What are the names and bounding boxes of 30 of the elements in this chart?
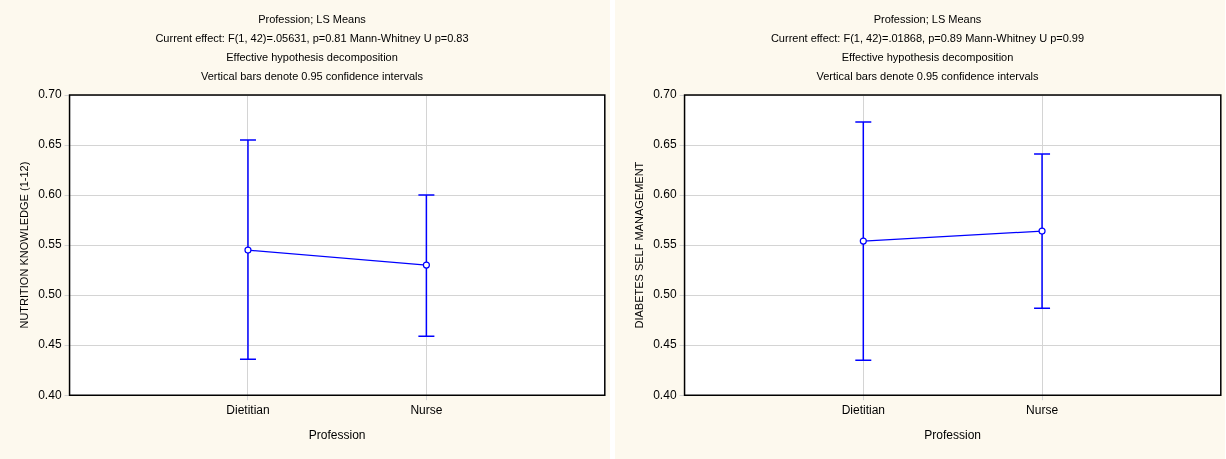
x-tick-label: Nurse: [1026, 402, 1059, 417]
y-tick-label: 0.65: [653, 137, 677, 152]
y-tick-label: 0.40: [38, 387, 62, 402]
y-tick-label: 0.50: [38, 287, 62, 302]
y-tick-label: 0.45: [653, 337, 677, 352]
x-tick-label: Dietitian: [841, 402, 885, 417]
y-tick-label: 0.65: [38, 137, 62, 152]
x-axis-title: Profession: [924, 428, 982, 443]
x-tick-label: Nurse: [410, 402, 443, 417]
text: Effective hypothesis decomposition: [226, 51, 398, 64]
y-tick-label: 0.70: [653, 87, 677, 102]
y-tick-label: 0.45: [38, 337, 62, 352]
y-tick-label: 0.50: [653, 287, 677, 302]
chart-title: Profession; LS Means: [873, 12, 982, 25]
chart-title: Profession; LS Means: [258, 12, 367, 25]
chart-subtitle: Current effect: F(1, 42)=.01868, p=0.89 Mann-Whitney U p=0.99: [770, 31, 1085, 44]
y-axis-title: NUTRITION KNOWLEDGE (1-12): [17, 161, 30, 329]
y-tick-label: 0.55: [653, 237, 677, 252]
y-tick-label: 0.40: [653, 387, 677, 402]
y-tick-label: 0.60: [38, 187, 62, 202]
text: Vertical bars denote 0.95 confidence intervals: [816, 70, 1039, 83]
text: Vertical bars denote 0.95 confidence intervals: [201, 70, 424, 83]
y-tick-label: 0.60: [653, 187, 677, 202]
y-tick-label: 0.55: [38, 237, 62, 252]
y-tick-label: 0.70: [38, 87, 62, 102]
chart-subtitle: Current effect: F(1, 42)=.05631, p=0.81 Mann-Whitney U p=0.83: [155, 31, 469, 44]
x-tick-label: Dietitian: [226, 402, 270, 417]
text: Effective hypothesis decomposition: [841, 51, 1014, 64]
y-axis-title: DIABETES SELF MANAGEMENT: [632, 161, 645, 329]
x-axis-title: Profession: [308, 428, 366, 443]
